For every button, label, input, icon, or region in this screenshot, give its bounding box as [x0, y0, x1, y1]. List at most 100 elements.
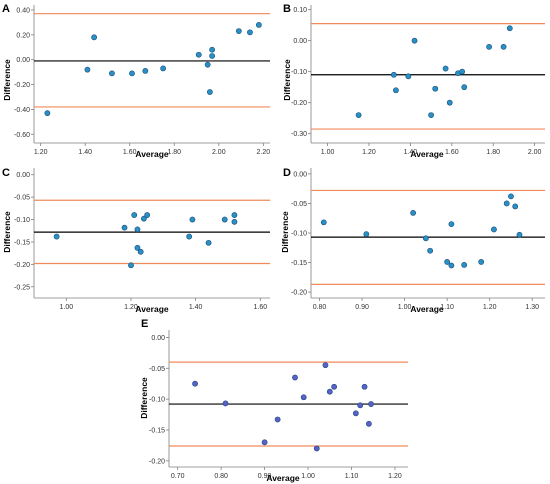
data-point-a: [209, 46, 216, 53]
data-point-b: [428, 112, 435, 118]
x-tick-label-b: 1.60: [445, 149, 459, 156]
x-tick-label-c: 1.40: [189, 304, 203, 311]
x-tick-label-c: 1.00: [60, 304, 74, 311]
x-tick-label-a: 2.20: [257, 149, 271, 156]
data-point-b: [411, 37, 418, 44]
data-point-a: [91, 34, 98, 41]
data-point-b: [486, 43, 492, 50]
data-point-e: [313, 445, 320, 452]
x-tick-label-d: 0.90: [355, 304, 369, 311]
y-axis-label-e: Difference: [139, 377, 149, 419]
data-point-d: [478, 259, 485, 265]
data-point-b: [442, 65, 449, 72]
data-point-c: [205, 239, 212, 246]
data-point-e: [365, 420, 372, 427]
x-tick-label-d: 0.80: [313, 304, 327, 311]
y-tick-label-a: -0.60: [14, 132, 30, 139]
data-point-e: [274, 416, 281, 423]
data-point-e: [326, 388, 333, 395]
data-point-d: [512, 203, 519, 210]
data-point-d: [363, 231, 370, 238]
x-tick-label-e: 0.70: [171, 473, 185, 480]
x-tick-label-e: 1.00: [301, 473, 315, 480]
data-point-c: [131, 212, 138, 218]
panel-label-e: E: [141, 318, 148, 330]
data-point-d: [427, 247, 434, 254]
data-point-a: [160, 65, 167, 72]
panel-label-d: D: [283, 167, 291, 179]
data-point-c: [141, 215, 147, 222]
data-point-c: [231, 212, 238, 218]
x-tick-label-b: 1.00: [321, 149, 335, 156]
panel-label-a: A: [2, 3, 10, 15]
data-point-c: [134, 244, 141, 251]
panel-label-b: B: [283, 3, 291, 15]
y-tick-label-c: -0.10: [14, 217, 30, 224]
y-tick-label-a: 0.40: [16, 7, 30, 14]
data-point-e: [357, 402, 364, 409]
data-point-b: [405, 73, 412, 80]
plot-area-d: 0.80 0.90 1.00 1.10 1.20 1.30 -0.20 -0.15 -0.10 -…: [291, 168, 545, 311]
y-tick-label-d: -0.15: [291, 260, 307, 267]
y-tick-label-b: -0.10: [291, 69, 307, 76]
y-tick-label-e: -0.10: [149, 397, 165, 404]
y-axis-label-c: Difference: [2, 211, 12, 253]
data-point-b: [393, 87, 399, 94]
y-tick-label-a: -0.40: [14, 107, 30, 114]
data-point-b: [500, 43, 507, 50]
x-tick-label-a: 1.20: [34, 149, 48, 156]
data-point-a: [204, 61, 211, 68]
data-point-d: [503, 200, 510, 207]
data-point-b: [461, 84, 468, 91]
x-tick-label-e: 1.20: [388, 473, 402, 480]
data-point-d: [422, 235, 429, 242]
data-point-d: [491, 226, 497, 233]
x-axis-label-b: Average: [410, 149, 444, 159]
x-tick-label-e: 1.10: [345, 473, 359, 480]
data-point-d: [508, 193, 514, 200]
data-point-c: [186, 233, 193, 240]
y-tick-label-a: 0.20: [16, 32, 30, 39]
data-point-c: [53, 233, 60, 240]
x-tick-label-a: 1.40: [78, 149, 92, 156]
x-tick-label-c: 1.60: [253, 304, 267, 311]
y-tick-label-c: -0.15: [14, 239, 30, 246]
data-point-d: [320, 219, 327, 226]
data-point-a: [255, 21, 262, 28]
data-point-b: [355, 112, 362, 118]
data-point-a: [209, 53, 216, 59]
data-point-a: [247, 29, 253, 36]
data-point-a: [129, 70, 135, 77]
y-tick-label-d: -0.20: [291, 290, 307, 297]
y-axis-label-d: Difference: [280, 211, 290, 253]
data-point-c: [134, 226, 141, 233]
y-axis-label-a: Difference: [2, 59, 12, 101]
data-point-e: [300, 394, 307, 401]
y-tick-label-d: -0.05: [291, 201, 307, 208]
data-point-e: [261, 439, 268, 446]
y-tick-label-c: -0.25: [14, 284, 30, 291]
data-point-d: [448, 221, 455, 228]
panel-a: A Difference Average 1.20 1.40 1.60 1.80 2.0…: [2, 3, 270, 159]
data-point-e: [352, 410, 359, 417]
x-tick-label-b: 2.00: [528, 149, 542, 156]
y-tick-label-d: 0.00: [293, 171, 307, 178]
data-point-b: [432, 85, 439, 92]
x-tick-label-e: 0.80: [214, 473, 228, 480]
plot-area-b: 1.00 1.20 1.40 1.60 1.80 2.00 -0.30 -0.20 -0.10 0…: [291, 5, 545, 156]
y-tick-label-a: -0.20: [14, 82, 30, 89]
data-point-e: [292, 374, 298, 381]
data-point-e: [361, 383, 368, 390]
panel-label-c: C: [2, 167, 10, 179]
data-point-d: [461, 262, 468, 268]
x-axis-label-d: Average: [410, 304, 444, 314]
data-point-a: [109, 70, 115, 77]
data-point-e: [322, 362, 329, 369]
x-tick-label-e: 0.90: [258, 473, 272, 480]
x-tick-label-a: 1.80: [167, 149, 181, 156]
data-point-d: [448, 262, 455, 269]
data-point-b: [459, 68, 466, 75]
y-tick-label-e: -0.20: [149, 458, 165, 465]
x-axis-label-e: Average: [266, 473, 300, 483]
